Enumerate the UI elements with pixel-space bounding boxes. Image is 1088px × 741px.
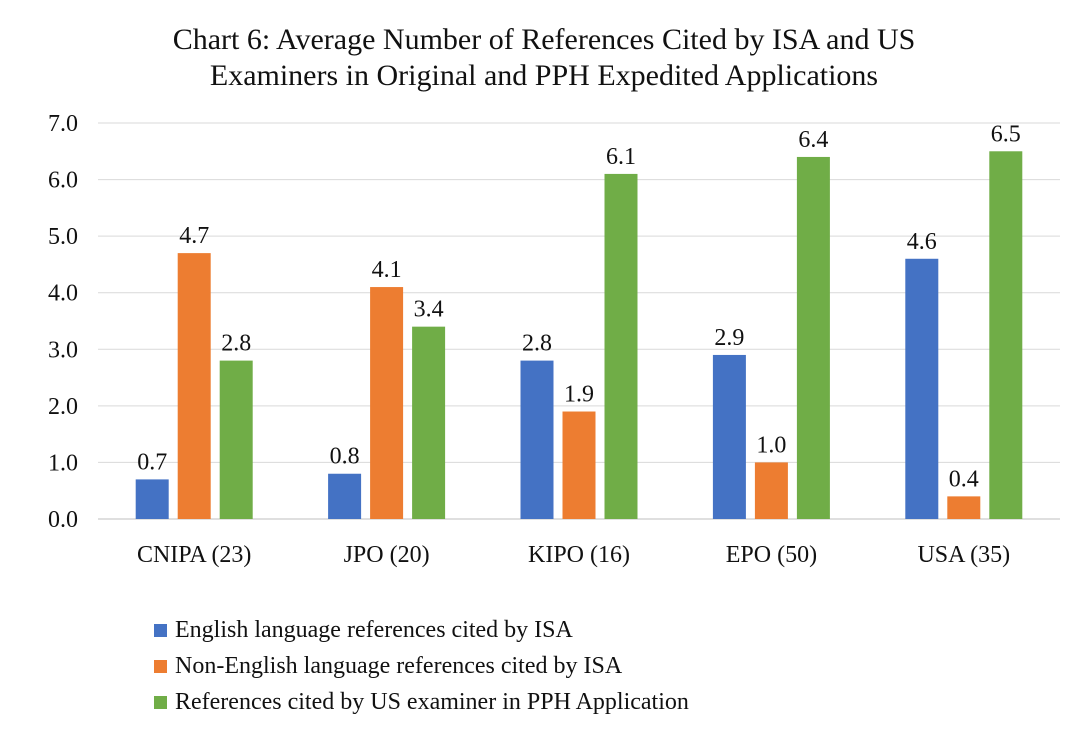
legend: English language references cited by ISA… bbox=[154, 612, 689, 720]
data-label: 4.7 bbox=[179, 223, 209, 249]
y-tick-label: 3.0 bbox=[48, 337, 78, 363]
x-tick-label: KIPO (16) bbox=[528, 542, 630, 568]
y-tick-label: 7.0 bbox=[48, 111, 78, 137]
bar bbox=[412, 326, 446, 519]
data-label: 2.9 bbox=[714, 325, 744, 351]
data-label: 4.6 bbox=[907, 229, 937, 255]
bar bbox=[562, 411, 596, 519]
data-label: 2.8 bbox=[522, 331, 552, 357]
bar bbox=[947, 496, 981, 519]
chart-title-line-2: Examiners in Original and PPH Expedited … bbox=[209, 59, 879, 92]
data-label: 0.8 bbox=[330, 444, 360, 470]
y-tick-label: 1.0 bbox=[48, 450, 78, 476]
x-tick-label: USA (35) bbox=[917, 542, 1010, 568]
y-tick-label: 6.0 bbox=[48, 168, 78, 194]
data-label: 6.5 bbox=[991, 121, 1021, 147]
bar bbox=[604, 173, 638, 519]
bar bbox=[796, 156, 830, 519]
legend-item-non-english: Non-English language references cited by… bbox=[154, 648, 689, 684]
legend-label-english: English language references cited by ISA bbox=[175, 617, 573, 643]
bar bbox=[328, 473, 362, 519]
y-tick-label: 5.0 bbox=[48, 224, 78, 250]
bar bbox=[520, 360, 554, 519]
data-label: 6.1 bbox=[606, 144, 636, 170]
data-label: 6.4 bbox=[798, 127, 828, 153]
legend-swatch-us-examiner bbox=[154, 695, 167, 709]
bar bbox=[754, 462, 788, 519]
bar bbox=[370, 287, 404, 519]
x-tick-label: CNIPA (23) bbox=[137, 542, 251, 568]
bar bbox=[989, 151, 1023, 520]
legend-item-us-examiner: References cited by US examiner in PPH A… bbox=[154, 684, 689, 720]
data-label: 1.0 bbox=[756, 432, 786, 458]
legend-swatch-english bbox=[154, 623, 167, 637]
bar bbox=[905, 258, 939, 519]
data-label: 3.4 bbox=[414, 297, 444, 323]
x-tick-label: EPO (50) bbox=[726, 542, 817, 568]
legend-swatch-non-english bbox=[154, 659, 167, 673]
legend-label-non-english: Non-English language references cited by… bbox=[175, 653, 623, 679]
legend-item-english: English language references cited by ISA bbox=[154, 612, 689, 648]
x-tick-label: JPO (20) bbox=[344, 542, 430, 568]
chart-title-line-1: Chart 6: Average Number of References Ci… bbox=[172, 23, 916, 56]
data-label: 0.7 bbox=[137, 449, 167, 475]
data-label: 2.8 bbox=[221, 331, 251, 357]
data-label: 0.4 bbox=[949, 466, 979, 492]
bar bbox=[135, 479, 169, 519]
bar bbox=[177, 253, 211, 519]
y-tick-label: 2.0 bbox=[48, 394, 78, 420]
bar-chart: 0.0 1.0 2.0 3.0 4.0 5.0 6.0 7.0 0.7 4.7 2.8 CNIPA (… bbox=[48, 111, 1060, 568]
legend-label-us-examiner: References cited by US examiner in PPH A… bbox=[175, 689, 689, 715]
data-label: 4.1 bbox=[372, 257, 402, 283]
bar bbox=[712, 354, 746, 519]
y-tick-label: 4.0 bbox=[48, 281, 78, 307]
bar bbox=[219, 360, 253, 519]
data-label: 1.9 bbox=[564, 382, 594, 408]
y-tick-label: 0.0 bbox=[48, 507, 78, 533]
